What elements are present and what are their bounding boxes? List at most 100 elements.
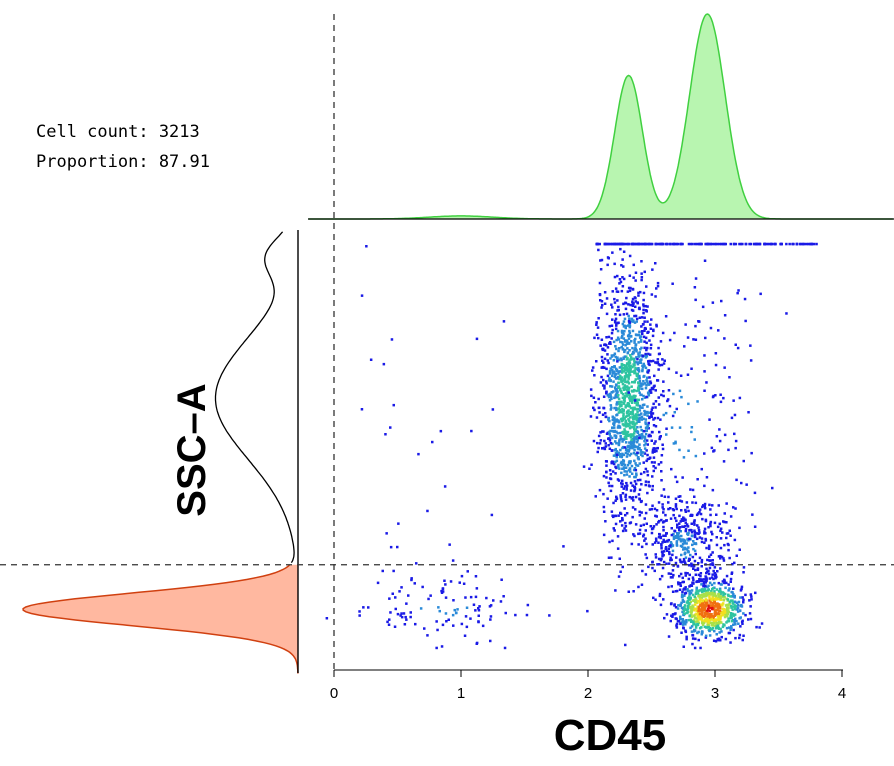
scatter-point	[634, 482, 638, 486]
scatter-point	[628, 396, 631, 400]
scatter-point	[670, 467, 673, 471]
scatter-point	[711, 504, 714, 507]
scatter-point	[727, 603, 730, 607]
scatter-point	[677, 582, 680, 586]
scatter-point	[734, 623, 737, 626]
scatter-point	[738, 548, 741, 551]
scatter-point	[686, 606, 690, 610]
scatter-point	[381, 569, 384, 573]
scatter-point	[713, 609, 717, 612]
scatter-point	[718, 587, 722, 591]
scatter-point	[719, 612, 722, 615]
scatter-point	[723, 611, 727, 614]
scatter-point	[671, 549, 675, 553]
scatter-point	[634, 305, 637, 308]
scatter-point	[741, 596, 744, 599]
scatter-point	[717, 616, 720, 620]
scatter-point	[716, 615, 720, 618]
scatter-point	[605, 312, 609, 316]
scatter-point	[614, 514, 618, 518]
scatter-point	[684, 524, 687, 528]
scatter-point	[689, 610, 692, 614]
scatter-point	[733, 600, 737, 603]
scatter-point	[628, 393, 632, 396]
scatter-point	[626, 347, 629, 350]
scatter-point	[624, 466, 628, 469]
scatter-point	[654, 553, 657, 556]
scatter-point	[629, 435, 633, 439]
scatter-point	[665, 549, 669, 552]
scatter-point	[634, 296, 637, 300]
scatter-point	[621, 517, 624, 520]
scatter-point	[621, 258, 624, 261]
scatter-point	[730, 625, 733, 628]
scatter-point	[634, 271, 638, 274]
scatter-point	[648, 376, 651, 379]
scatter-point	[690, 625, 694, 628]
scatter-point	[426, 509, 429, 513]
scatter-point	[717, 595, 721, 599]
scatter-point	[718, 242, 721, 246]
scatter-point	[692, 620, 695, 624]
scatter-point	[602, 510, 606, 513]
scatter-point	[624, 301, 628, 305]
scatter-point	[634, 436, 638, 439]
scatter-point	[458, 581, 461, 584]
scatter-point	[660, 557, 663, 561]
scatter-point	[709, 520, 713, 524]
scatter-point	[649, 410, 653, 414]
scatter-point	[634, 333, 638, 336]
scatter-point	[660, 574, 664, 578]
scatter-point	[610, 436, 614, 440]
scatter-point	[623, 507, 626, 510]
scatter-point	[631, 329, 635, 333]
scatter-point	[610, 396, 613, 399]
scatter-point	[729, 604, 733, 608]
scatter-point	[689, 584, 692, 587]
scatter-point	[689, 618, 693, 622]
scatter-point	[628, 446, 632, 450]
scatter-point	[652, 385, 656, 388]
scatter-point	[653, 450, 656, 453]
scatter-point	[385, 532, 388, 535]
scatter-point	[703, 354, 706, 357]
scatter-point	[638, 514, 642, 517]
scatter-point	[634, 367, 638, 370]
scatter-point	[690, 613, 693, 617]
scatter-point	[713, 600, 716, 604]
scatter-point	[603, 384, 606, 388]
scatter-point	[647, 411, 651, 414]
scatter-point	[615, 338, 618, 342]
scatter-point	[750, 598, 753, 601]
scatter-point	[690, 531, 694, 534]
scatter-point	[634, 394, 637, 398]
scatter-point	[642, 461, 645, 464]
scatter-point	[621, 410, 625, 413]
scatter-point	[720, 603, 724, 606]
scatter-point	[723, 615, 727, 619]
scatter-point	[624, 404, 627, 407]
scatter-point	[723, 543, 726, 547]
scatter-point	[627, 590, 630, 593]
scatter-point	[601, 303, 604, 307]
scatter-point	[606, 431, 610, 435]
scatter-point	[741, 242, 744, 246]
scatter-point	[712, 587, 715, 590]
scatter-point	[637, 532, 640, 536]
scatter-point	[632, 276, 635, 279]
scatter-point	[701, 599, 705, 603]
scatter-point	[643, 517, 646, 520]
scatter-point	[647, 394, 651, 397]
scatter-point	[651, 387, 654, 391]
scatter-point	[605, 382, 608, 385]
scatter-point	[699, 609, 703, 612]
scatter-point	[742, 598, 745, 602]
scatter-point	[734, 507, 737, 510]
scatter-point	[716, 525, 720, 529]
scatter-point	[708, 609, 711, 613]
scatter-point	[651, 451, 654, 454]
scatter-point	[655, 325, 658, 328]
scatter-point	[631, 395, 634, 399]
scatter-point	[735, 478, 738, 482]
scatter-point	[601, 348, 605, 352]
